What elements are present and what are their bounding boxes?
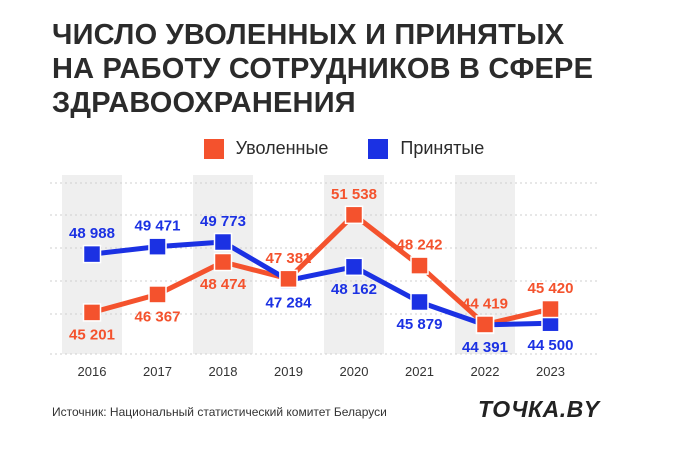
x-tick-label: 2023 [536, 364, 565, 379]
point-hired-2018 [213, 232, 233, 252]
data-label-dismissed: 45 201 [69, 326, 115, 343]
data-label-hired: 48 988 [69, 225, 115, 242]
year-band-2016 [62, 175, 122, 354]
point-hired-2016 [82, 244, 102, 264]
x-tick-label: 2021 [405, 364, 434, 379]
legend-item-hired: Принятые [368, 138, 484, 159]
data-label-dismissed: 51 538 [331, 186, 377, 203]
legend-swatch-dismissed [203, 138, 224, 159]
point-dismissed-2018 [213, 252, 233, 272]
point-dismissed-2021 [410, 256, 429, 275]
point-dismissed-2020 [344, 205, 364, 225]
legend-swatch-hired [368, 138, 389, 159]
data-label-dismissed: 48 474 [200, 276, 247, 293]
data-label-hired: 48 162 [331, 281, 377, 298]
data-label-dismissed: 47 381 [266, 250, 312, 267]
point-dismissed-2019 [279, 269, 298, 289]
point-dismissed-2017 [148, 285, 167, 304]
legend-label-hired: Принятые [400, 138, 485, 158]
point-dismissed-2016 [82, 303, 102, 322]
point-hired-2020 [344, 257, 364, 277]
data-label-dismissed: 48 242 [397, 237, 443, 254]
point-dismissed-2023 [541, 299, 560, 319]
x-tick-label: 2018 [209, 364, 238, 379]
x-tick-label: 2016 [78, 364, 107, 379]
data-label-dismissed: 44 419 [462, 295, 508, 312]
legend: Уволенные Принятые [0, 138, 688, 159]
series-line-dismissed [91, 212, 552, 327]
chart-title: ЧИСЛО УВОЛЕННЫХ И ПРИНЯТЫХ НА РАБОТУ СОТ… [52, 19, 594, 119]
legend-item-dismissed: Уволенные [203, 138, 329, 159]
x-tick-label: 2017 [143, 364, 172, 379]
point-dismissed-2022 [475, 315, 495, 334]
data-label-hired: 47 284 [266, 294, 313, 311]
data-label-hired: 45 879 [397, 316, 443, 333]
data-label-hired: 44 391 [462, 339, 508, 356]
point-hired-2017 [148, 237, 167, 256]
source-note: Источник: Национальный статистический ко… [52, 405, 387, 419]
series-line-hired [91, 239, 551, 328]
data-label-dismissed: 46 367 [135, 308, 181, 325]
brand-logo: ТОЧКА.BY [478, 396, 600, 422]
data-label-hired: 49 471 [135, 218, 181, 235]
x-tick-label: 2020 [340, 364, 369, 379]
data-label-dismissed: 45 420 [528, 280, 574, 297]
data-label-hired: 49 773 [200, 213, 246, 230]
x-tick-label: 2022 [471, 364, 500, 379]
x-tick-label: 2019 [274, 364, 303, 379]
point-hired-2021 [410, 292, 429, 312]
legend-label-dismissed: Уволенные [235, 138, 329, 158]
data-label-hired: 44 500 [528, 337, 574, 354]
